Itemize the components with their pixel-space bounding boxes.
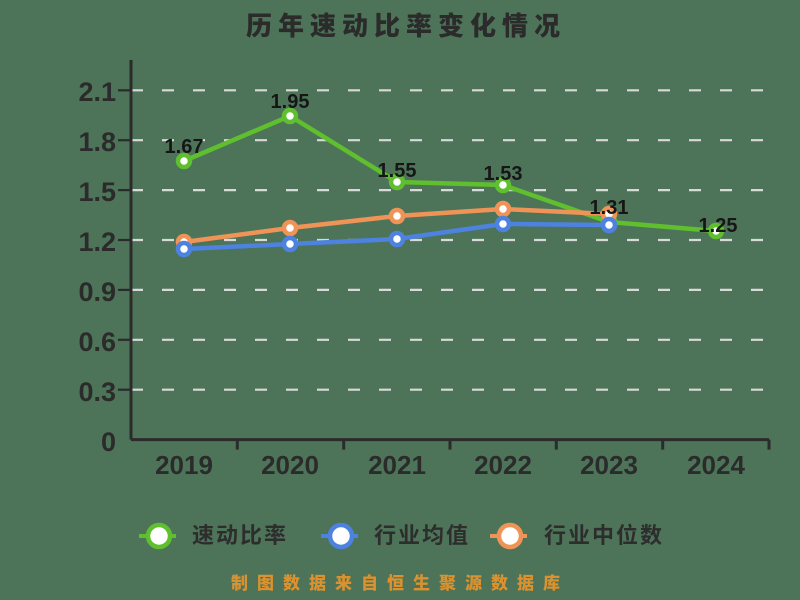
- svg-text:0.9: 0.9: [78, 277, 116, 307]
- svg-text:1.67: 1.67: [165, 136, 204, 158]
- svg-text:2020: 2020: [261, 450, 319, 480]
- svg-text:速动比率: 速动比率: [192, 518, 288, 550]
- svg-text:2.1: 2.1: [78, 77, 116, 107]
- svg-text:1.55: 1.55: [378, 160, 417, 182]
- svg-text:行业中位数: 行业中位数: [544, 518, 664, 550]
- svg-text:2021: 2021: [368, 450, 426, 480]
- svg-text:1.95: 1.95: [271, 91, 310, 113]
- svg-text:0.3: 0.3: [78, 377, 116, 407]
- svg-text:1.2: 1.2: [78, 227, 116, 257]
- svg-text:1.31: 1.31: [590, 197, 629, 219]
- svg-text:1.53: 1.53: [484, 163, 523, 185]
- svg-text:0.6: 0.6: [78, 327, 116, 357]
- svg-text:2023: 2023: [580, 450, 638, 480]
- svg-text:0: 0: [101, 427, 116, 457]
- svg-text:行业均值: 行业均值: [374, 518, 470, 550]
- svg-text:1.8: 1.8: [78, 127, 116, 157]
- svg-text:1.25: 1.25: [699, 215, 738, 237]
- svg-text:2022: 2022: [474, 450, 532, 480]
- svg-text:2024: 2024: [687, 450, 745, 480]
- svg-text:1.5: 1.5: [78, 177, 116, 207]
- svg-text:2019: 2019: [155, 450, 213, 480]
